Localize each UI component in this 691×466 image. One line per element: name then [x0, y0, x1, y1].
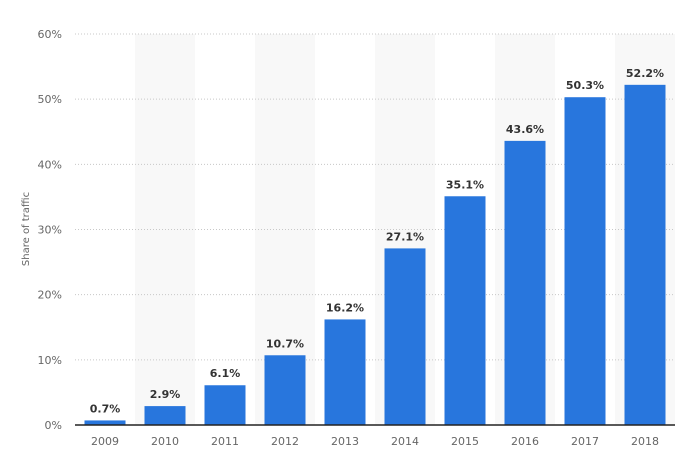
- y-tick-label: 50%: [38, 93, 62, 106]
- x-tick-label: 2018: [631, 435, 659, 448]
- x-tick-label: 2015: [451, 435, 479, 448]
- y-tick-label: 20%: [38, 289, 62, 302]
- bar-2012: [264, 355, 306, 425]
- bar-2016: [504, 140, 546, 425]
- bar-2009: [84, 420, 126, 425]
- bar-2015: [444, 196, 486, 425]
- bar-2018: [624, 84, 666, 425]
- y-tick-label: 40%: [38, 158, 62, 171]
- x-tick-label: 2010: [151, 435, 179, 448]
- x-tick-label: 2009: [91, 435, 119, 448]
- y-tick-label: 10%: [38, 354, 62, 367]
- x-tick-label: 2014: [391, 435, 419, 448]
- y-tick-label: 60%: [38, 28, 62, 41]
- bar-2010: [144, 406, 186, 425]
- x-tick-label: 2013: [331, 435, 359, 448]
- data-label: 6.1%: [210, 367, 241, 380]
- data-label: 27.1%: [386, 230, 424, 243]
- y-axis-label: Share of traffic: [21, 192, 32, 266]
- y-tick-label: 0%: [45, 419, 62, 432]
- y-tick-label: 30%: [38, 224, 62, 237]
- data-label: 10.7%: [266, 337, 304, 350]
- data-label: 35.1%: [446, 178, 484, 191]
- bar-2014: [384, 248, 426, 425]
- x-tick-label: 2016: [511, 435, 539, 448]
- data-label: 0.7%: [90, 402, 121, 415]
- x-tick-label: 2017: [571, 435, 599, 448]
- data-label: 50.3%: [566, 79, 604, 92]
- x-tick-label: 2012: [271, 435, 299, 448]
- bar-2013: [324, 319, 366, 425]
- x-tick-label: 2011: [211, 435, 239, 448]
- data-label: 2.9%: [150, 388, 181, 401]
- bar-2011: [204, 385, 246, 425]
- data-label: 52.2%: [626, 67, 664, 80]
- bar-2017: [564, 97, 606, 425]
- data-label: 16.2%: [326, 301, 364, 314]
- data-label: 43.6%: [506, 123, 544, 136]
